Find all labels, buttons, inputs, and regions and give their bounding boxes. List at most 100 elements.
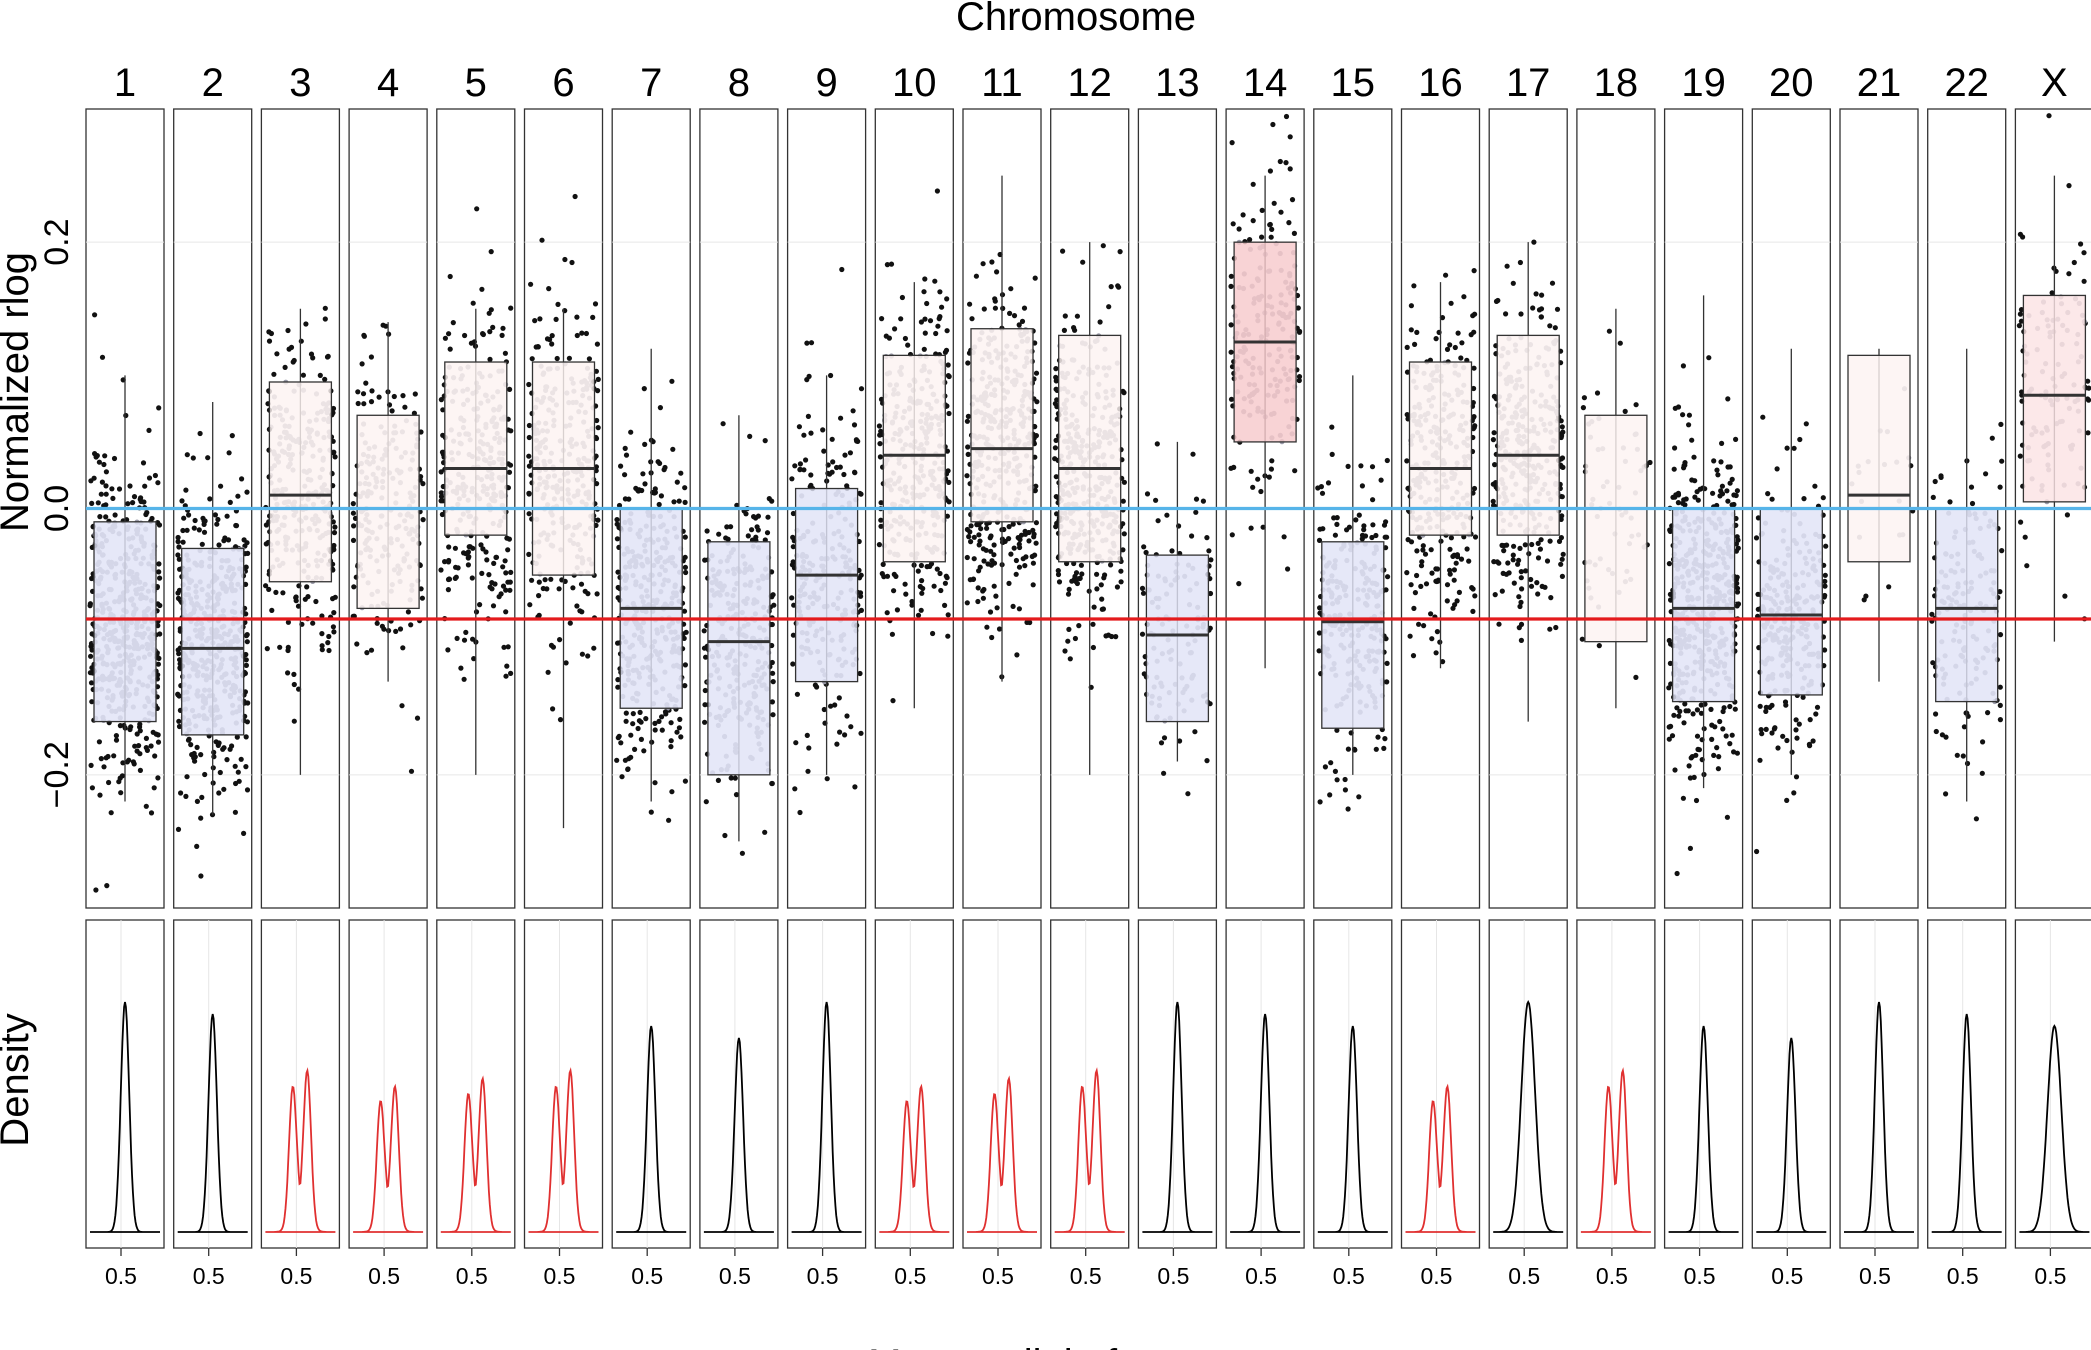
data-point xyxy=(918,562,925,569)
x-tick-label: 0.5 xyxy=(1070,1263,1102,1289)
data-point xyxy=(1414,329,1420,335)
data-point xyxy=(184,774,190,780)
data-point xyxy=(1469,585,1475,591)
x-tick-label: 0.5 xyxy=(982,1263,1014,1289)
data-point xyxy=(198,752,204,758)
data-point xyxy=(453,564,459,570)
data-point xyxy=(1414,548,1420,554)
box xyxy=(707,541,771,776)
data-point xyxy=(192,517,198,524)
data-point xyxy=(508,305,514,311)
x-tick-label: 0.5 xyxy=(544,1263,576,1289)
data-point xyxy=(1078,562,1084,568)
data-point xyxy=(508,569,514,576)
data-point xyxy=(106,779,112,786)
data-point xyxy=(487,329,493,335)
data-point xyxy=(1019,318,1026,324)
data-point xyxy=(586,356,593,362)
data-point xyxy=(1230,221,1236,227)
data-point xyxy=(1281,534,1287,540)
data-point xyxy=(964,418,971,424)
data-point xyxy=(201,529,208,535)
data-point xyxy=(1382,736,1388,742)
data-point xyxy=(801,467,807,473)
data-point xyxy=(526,381,532,388)
data-point xyxy=(1032,275,1038,281)
chromosome-label: 3 xyxy=(289,61,311,105)
data-point xyxy=(536,579,542,585)
chromosome-panel-2: 20.5 xyxy=(173,61,253,1289)
data-point xyxy=(146,475,153,481)
data-point xyxy=(1026,538,1032,544)
data-point xyxy=(1342,776,1348,783)
data-point xyxy=(194,798,200,805)
data-point xyxy=(360,391,367,397)
chromosome-label: 14 xyxy=(1243,61,1288,105)
data-point xyxy=(1006,580,1012,587)
data-point xyxy=(656,501,662,508)
data-point xyxy=(1204,535,1210,541)
data-point xyxy=(574,332,580,339)
data-point xyxy=(1456,589,1462,596)
data-point xyxy=(625,766,631,772)
density-panel-frame xyxy=(85,919,165,1249)
data-point xyxy=(88,762,94,769)
data-point xyxy=(291,718,297,724)
data-point xyxy=(1291,230,1297,236)
data-point xyxy=(202,771,208,778)
data-point xyxy=(446,331,452,337)
data-point xyxy=(630,711,636,717)
data-point xyxy=(1053,437,1059,443)
data-point xyxy=(876,542,883,548)
data-point xyxy=(1008,286,1014,292)
data-point xyxy=(507,462,514,468)
data-point xyxy=(1345,806,1351,812)
data-point xyxy=(120,760,126,766)
data-point xyxy=(971,534,977,540)
data-point xyxy=(322,305,328,311)
data-point xyxy=(233,780,239,787)
data-point xyxy=(1286,220,1292,226)
data-point xyxy=(503,673,509,679)
data-point xyxy=(138,498,144,505)
chromosome-label: 4 xyxy=(377,61,399,105)
chromosome-label: 7 xyxy=(640,61,662,105)
data-point xyxy=(1061,327,1067,333)
data-point xyxy=(915,568,921,574)
data-point xyxy=(837,729,843,735)
data-point xyxy=(556,586,562,592)
data-point xyxy=(850,408,856,414)
data-point xyxy=(101,461,107,468)
data-point xyxy=(751,514,757,520)
density-panel-frame xyxy=(173,919,253,1249)
data-point xyxy=(176,718,182,724)
data-point xyxy=(968,539,974,545)
data-point xyxy=(1206,548,1212,554)
data-point xyxy=(1332,768,1338,775)
data-point xyxy=(980,588,986,594)
data-point xyxy=(500,325,506,331)
data-point xyxy=(226,450,232,456)
x-tick-label: 0.5 xyxy=(1245,1263,1277,1289)
box xyxy=(268,381,333,583)
data-point xyxy=(1154,441,1160,447)
data-point xyxy=(1011,313,1018,319)
data-point xyxy=(528,281,534,287)
data-point xyxy=(1022,528,1028,534)
data-point xyxy=(934,188,941,194)
data-point xyxy=(821,448,827,454)
data-point xyxy=(648,809,654,815)
x-tick-label: 0.5 xyxy=(894,1263,926,1289)
data-point xyxy=(540,585,546,592)
data-point xyxy=(463,629,469,636)
data-point xyxy=(769,498,775,504)
data-point xyxy=(993,593,999,599)
data-point xyxy=(1155,518,1161,524)
data-point xyxy=(130,500,136,506)
chromosome-label: 2 xyxy=(202,61,224,105)
data-point xyxy=(1270,121,1276,128)
data-point xyxy=(618,740,624,746)
data-point xyxy=(1143,549,1149,556)
data-point xyxy=(676,725,683,731)
data-point xyxy=(1334,777,1340,783)
